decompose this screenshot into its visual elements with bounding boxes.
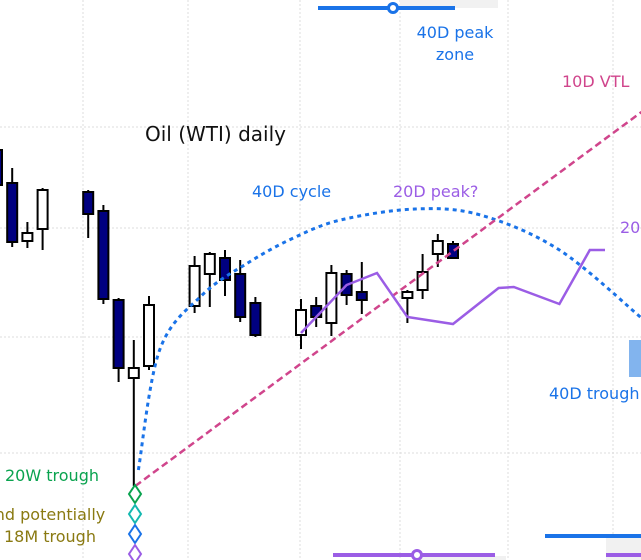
label-20w-trough: 20W trough	[5, 466, 99, 485]
label-40d-peak-zone: 40D peak zone	[405, 22, 505, 66]
candle-body	[431, 240, 444, 255]
candle-up	[143, 296, 155, 370]
candle-down	[82, 190, 95, 238]
candle-body	[36, 189, 49, 230]
label-18m-trough-line2: 18M trough	[4, 527, 96, 546]
candle-body	[82, 191, 95, 215]
candle-body	[21, 232, 34, 242]
vtl-10d-line	[134, 110, 641, 488]
candle-up	[36, 188, 49, 250]
candle-body	[97, 210, 110, 300]
candle-up	[295, 299, 307, 349]
trough-diamond-marker	[127, 543, 143, 560]
candle-down	[447, 241, 459, 259]
candle-body	[219, 257, 231, 281]
trough-zone-sliders[interactable]	[333, 534, 641, 560]
trough-20d-handle[interactable]	[411, 549, 423, 560]
peak-zone-slider[interactable]	[318, 0, 498, 14]
label-10d-vtl: 10D VTL	[562, 72, 630, 91]
candle-body	[0, 149, 3, 186]
candle-down	[97, 205, 110, 304]
candle-down	[0, 149, 3, 186]
candle-up	[127, 340, 140, 486]
candle-down	[355, 262, 368, 314]
chart-title: Oil (WTI) daily	[145, 122, 286, 146]
candle-up	[188, 256, 201, 313]
trough-diamond-marker	[127, 503, 143, 525]
candle-body	[203, 253, 216, 275]
label-20d-peak-right: 20	[620, 218, 641, 237]
label-40d-peak-zone-line1: 40D peak	[416, 23, 494, 42]
candle-body	[447, 243, 459, 259]
trough-diamond-marker	[127, 483, 143, 505]
candle-down	[112, 298, 125, 382]
candle-body	[401, 291, 414, 299]
candle-body	[234, 273, 247, 318]
candle-body	[249, 302, 262, 336]
candle-down	[6, 168, 19, 247]
label-40d-peak-zone-line2: zone	[435, 45, 475, 64]
candle-up	[416, 254, 429, 299]
candle-body	[143, 304, 155, 367]
candle-body	[325, 272, 338, 324]
candle-body	[295, 309, 307, 336]
candle-body	[416, 271, 429, 291]
trough-diamond-marker	[127, 523, 143, 545]
trough-markers	[127, 483, 143, 560]
candle-body	[6, 182, 19, 243]
label-40d-cycle: 40D cycle	[252, 182, 332, 201]
projection-20d-line	[300, 248, 605, 334]
label-18m-trough-line1: nd potentially	[0, 505, 106, 524]
candle-body	[112, 299, 125, 369]
candle-up	[203, 252, 216, 307]
candle-body	[127, 367, 140, 379]
candle-down	[234, 260, 247, 322]
candle-down	[249, 297, 262, 337]
trough-zone-band	[420, 556, 506, 560]
cycle-40d-arc	[136, 207, 641, 471]
candle-body	[355, 291, 368, 301]
label-20d-peak: 20D peak?	[393, 182, 479, 201]
candles	[0, 149, 459, 486]
label-18m-trough: nd potentially 18M trough	[0, 504, 120, 548]
peak-zone-handle[interactable]	[387, 2, 399, 14]
candle-up	[21, 222, 34, 248]
label-40d-trough: 40D trough	[549, 384, 640, 403]
peak-zone-band	[400, 0, 498, 8]
candle-down	[219, 250, 231, 296]
trough-40d-zone-box	[629, 340, 641, 377]
candle-body	[188, 265, 201, 307]
